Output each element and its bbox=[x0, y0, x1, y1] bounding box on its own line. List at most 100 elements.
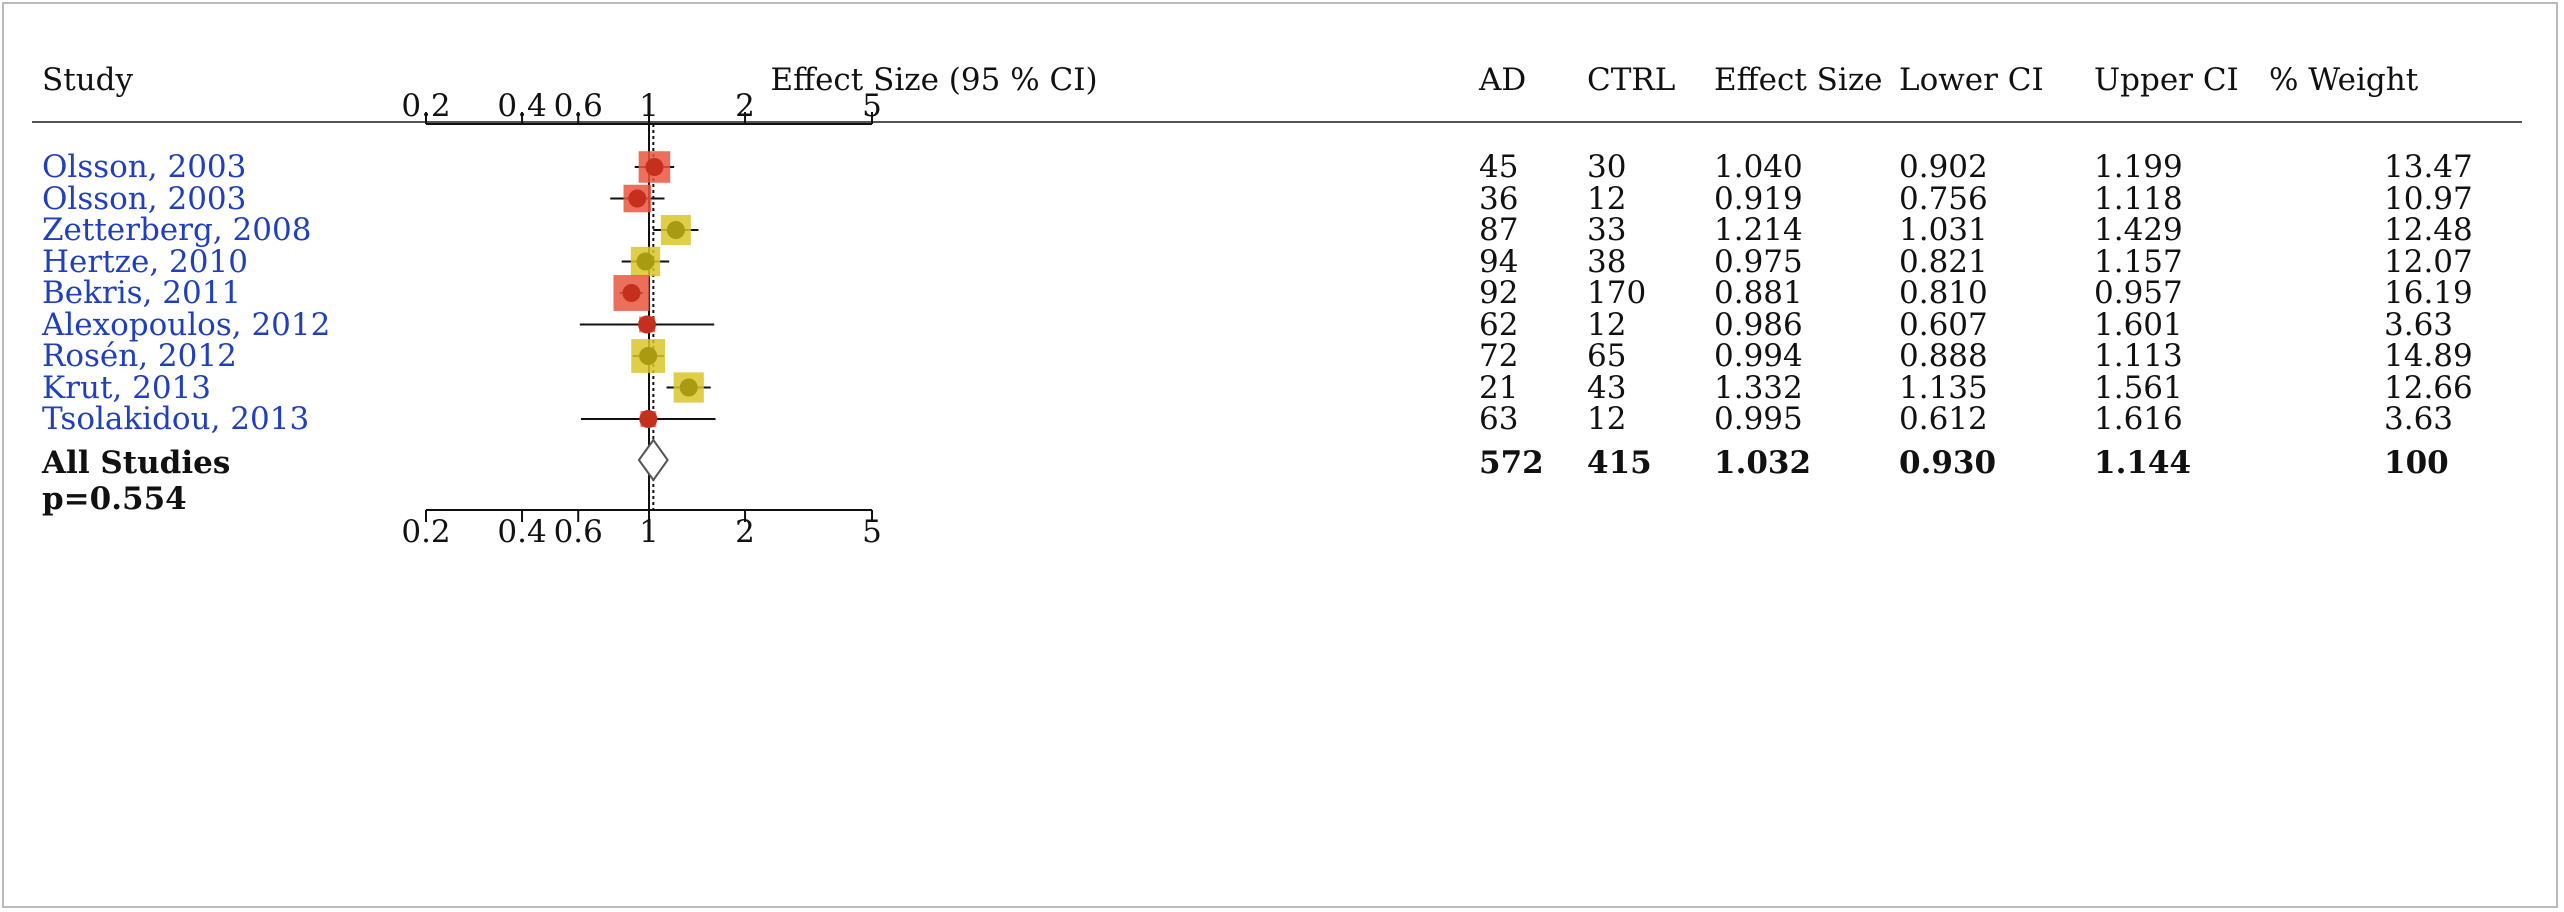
cell-ctrl: 38 bbox=[1587, 243, 1627, 280]
axis-top-tick-label: 0.2 bbox=[401, 88, 451, 124]
cell-effect-size: 0.919 bbox=[1714, 180, 1803, 217]
summary-diamond bbox=[637, 438, 669, 482]
cell-effect-size: 1.214 bbox=[1714, 212, 1803, 248]
cell-effect-size: 1.332 bbox=[1714, 369, 1803, 406]
cell-lower-ci: 0.888 bbox=[1899, 338, 1988, 374]
header-ctrl: CTRL bbox=[1587, 62, 1676, 98]
cell-effect-size: 1.040 bbox=[1714, 149, 1803, 185]
cell-upper-ci: 1.616 bbox=[2094, 401, 2183, 437]
axis-top-tick-label: 0.6 bbox=[553, 88, 603, 124]
cell-ad: 92 bbox=[1479, 275, 1519, 311]
cell-lower-ci: 1.031 bbox=[1899, 212, 1988, 248]
effect-point bbox=[628, 189, 647, 208]
header-ad: AD bbox=[1479, 62, 1527, 98]
cell-effect-size: 0.994 bbox=[1714, 338, 1803, 374]
cell-ctrl: 33 bbox=[1587, 212, 1627, 248]
cell-upper-ci: 1.601 bbox=[2094, 306, 2183, 343]
cell-weight: 12.48 bbox=[2384, 212, 2473, 248]
cell-ad: 45 bbox=[1479, 149, 1519, 185]
cell-effect-size: 0.986 bbox=[1714, 306, 1803, 343]
summary-weight: 100 bbox=[2384, 445, 2449, 481]
cell-weight: 12.66 bbox=[2384, 369, 2473, 406]
cell-ctrl: 65 bbox=[1587, 338, 1627, 374]
axis-top-tick-label: 0.4 bbox=[497, 88, 547, 124]
cell-lower-ci: 0.902 bbox=[1899, 149, 1988, 185]
effect-point bbox=[639, 347, 658, 365]
summary-ctrl: 415 bbox=[1587, 445, 1652, 481]
cell-upper-ci: 0.957 bbox=[2094, 275, 2183, 311]
summary-p-value: p=0.554 bbox=[42, 481, 187, 517]
axis-bottom-tick-label: 2 bbox=[735, 514, 755, 550]
cell-upper-ci: 1.429 bbox=[2094, 212, 2183, 248]
cell-ctrl: 12 bbox=[1587, 401, 1627, 437]
cell-upper-ci: 1.199 bbox=[2094, 149, 2183, 185]
study-name[interactable]: Tsolakidou, 2013 bbox=[42, 401, 310, 437]
axis-bottom-tick-label: 0.4 bbox=[497, 514, 547, 550]
effect-point bbox=[666, 221, 685, 239]
summary-upper-ci: 1.144 bbox=[2094, 445, 2192, 481]
cell-weight: 3.63 bbox=[2384, 401, 2454, 437]
cell-upper-ci: 1.561 bbox=[2094, 369, 2183, 406]
summary-effect-size: 1.032 bbox=[1714, 445, 1812, 481]
cell-ctrl: 170 bbox=[1587, 275, 1647, 311]
cell-weight: 3.63 bbox=[2384, 306, 2454, 343]
cell-weight: 13.47 bbox=[2384, 149, 2473, 185]
study-name[interactable]: Bekris, 2011 bbox=[42, 275, 242, 311]
header-upper-ci: Upper CI bbox=[2094, 62, 2239, 98]
cell-weight: 10.97 bbox=[2384, 180, 2473, 217]
cell-weight: 14.89 bbox=[2384, 338, 2473, 374]
study-name[interactable]: Hertze, 2010 bbox=[42, 243, 248, 280]
cell-ad: 36 bbox=[1479, 180, 1519, 217]
cell-ad: 72 bbox=[1479, 338, 1519, 374]
effect-point bbox=[639, 410, 658, 428]
study-name[interactable]: Olsson, 2003 bbox=[42, 180, 247, 217]
cell-lower-ci: 0.756 bbox=[1899, 180, 1988, 217]
summary-ad: 572 bbox=[1479, 445, 1544, 481]
cell-ctrl: 43 bbox=[1587, 369, 1627, 406]
header-weight: % Weight bbox=[2269, 62, 2419, 98]
study-name[interactable]: Krut, 2013 bbox=[42, 369, 212, 406]
study-name[interactable]: Alexopoulos, 2012 bbox=[42, 306, 331, 343]
cell-lower-ci: 0.810 bbox=[1899, 275, 1988, 311]
cell-ad: 21 bbox=[1479, 369, 1519, 406]
summary-lower-ci: 0.930 bbox=[1899, 445, 1997, 481]
effect-point bbox=[645, 158, 664, 176]
study-name[interactable]: Zetterberg, 2008 bbox=[42, 212, 312, 248]
cell-effect-size: 0.881 bbox=[1714, 275, 1803, 311]
cell-upper-ci: 1.118 bbox=[2094, 180, 2183, 217]
axis-bottom-tick-label: 0.6 bbox=[553, 514, 603, 550]
cell-effect-size: 0.995 bbox=[1714, 401, 1803, 437]
effect-point bbox=[622, 284, 641, 302]
effect-point bbox=[679, 378, 698, 397]
cell-weight: 12.07 bbox=[2384, 243, 2473, 280]
cell-ctrl: 12 bbox=[1587, 306, 1627, 343]
axis-top-tick-label: 1 bbox=[639, 88, 659, 124]
summary-label: All Studies bbox=[42, 445, 231, 481]
axis-bottom-tick-label: 1 bbox=[639, 514, 659, 550]
cell-lower-ci: 0.612 bbox=[1899, 401, 1988, 437]
header-study: Study bbox=[42, 62, 134, 98]
cell-ad: 87 bbox=[1479, 212, 1519, 248]
effect-point bbox=[638, 315, 657, 334]
header-effect-size-ci: Effect Size (95 % CI) bbox=[770, 62, 1098, 98]
effect-point bbox=[636, 252, 655, 271]
cell-ad: 94 bbox=[1479, 243, 1519, 280]
cell-weight: 16.19 bbox=[2384, 275, 2473, 311]
cell-upper-ci: 1.113 bbox=[2094, 338, 2183, 374]
study-name[interactable]: Olsson, 2003 bbox=[42, 149, 247, 185]
study-name[interactable]: Rosén, 2012 bbox=[42, 338, 237, 374]
cell-upper-ci: 1.157 bbox=[2094, 243, 2183, 280]
axis-top-tick-label: 2 bbox=[735, 88, 755, 124]
cell-lower-ci: 0.607 bbox=[1899, 306, 1988, 343]
cell-ctrl: 30 bbox=[1587, 149, 1627, 185]
cell-lower-ci: 0.821 bbox=[1899, 243, 1988, 280]
axis-bottom-tick-label: 5 bbox=[862, 514, 882, 550]
axis-bottom-tick-label: 0.2 bbox=[401, 514, 451, 550]
cell-ad: 62 bbox=[1479, 306, 1519, 343]
cell-ad: 63 bbox=[1479, 401, 1519, 437]
axis-top-tick-label: 5 bbox=[862, 88, 882, 124]
cell-lower-ci: 1.135 bbox=[1899, 369, 1988, 406]
cell-effect-size: 0.975 bbox=[1714, 243, 1803, 280]
cell-ctrl: 12 bbox=[1587, 180, 1627, 217]
